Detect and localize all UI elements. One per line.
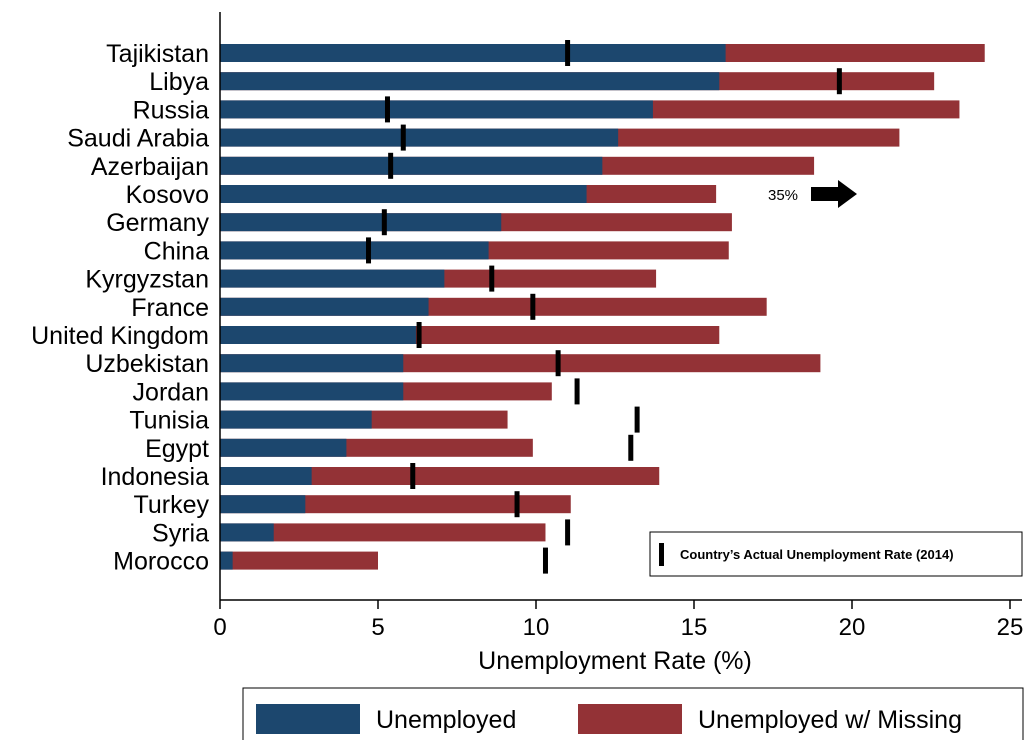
- legend: Unemployed Unemployed w/ Missing: [242, 687, 1024, 740]
- x-axis: 0 5 10 15 20 25 Unemployment Rate (%): [213, 12, 1023, 675]
- country-label-tunisia: Tunisia: [129, 407, 209, 435]
- actual-rate-markers: [366, 40, 842, 574]
- inset-legend: Country’s Actual Unemployment Rate (2014…: [649, 531, 1023, 577]
- country-label-united-kingdom: United Kingdom: [31, 322, 209, 350]
- legend-swatch-unemployed-missing: [578, 704, 682, 734]
- x-tick-label-15: 15: [681, 614, 708, 641]
- legend-label-unemployed-missing: Unemployed w/ Missing: [698, 706, 962, 734]
- country-label-kosovo: Kosovo: [126, 181, 209, 209]
- country-label-azerbaijan: Azerbaijan: [91, 153, 209, 181]
- actual-rate-marker-jordan: [574, 378, 580, 405]
- x-axis-title: Unemployment Rate (%): [478, 647, 752, 675]
- country-label-germany: Germany: [106, 209, 209, 237]
- right-arrow-icon: [811, 180, 857, 208]
- bar-unemployed-saudi-arabia: [220, 128, 619, 147]
- country-label-indonesia: Indonesia: [101, 463, 210, 491]
- actual-rate-marker-united-kingdom: [416, 322, 422, 348]
- bar-unemployed-kyrgyzstan: [220, 269, 445, 288]
- actual-rate-marker-kyrgyzstan: [489, 265, 495, 292]
- bar-missing-syria: [220, 523, 546, 542]
- actual-rate-marker-china: [366, 237, 372, 264]
- bar-unemployed-uzbekistan: [220, 354, 404, 373]
- country-label-uzbekistan: Uzbekistan: [85, 350, 209, 378]
- x-tick-label-5: 5: [371, 614, 384, 641]
- inset-legend-box: [649, 531, 1023, 577]
- kosovo-annotation: 35%: [768, 180, 857, 208]
- bar-unemployed-syria: [220, 523, 274, 542]
- bar-missing-morocco: [220, 551, 378, 570]
- country-label-tajikistan: Tajikistan: [106, 40, 209, 68]
- legend-swatch-unemployed: [256, 704, 360, 734]
- actual-rate-marker-syria: [565, 519, 571, 546]
- actual-rate-marker-saudi-arabia: [400, 124, 406, 151]
- bar-unemployed-united-kingdom: [220, 326, 416, 344]
- bar-unemployed-indonesia: [220, 467, 312, 485]
- actual-rate-marker-tajikistan: [565, 40, 571, 66]
- bar-unemployed-france: [220, 297, 429, 316]
- country-label-turkey: Turkey: [134, 491, 210, 519]
- actual-rate-marker-tunisia: [634, 406, 640, 433]
- bar-unemployed-germany: [220, 213, 502, 232]
- country-label-egypt: Egypt: [145, 435, 209, 463]
- actual-rate-marker-france: [530, 293, 536, 320]
- bar-missing-turkey: [220, 495, 571, 514]
- country-label-china: China: [144, 237, 209, 265]
- country-label-russia: Russia: [133, 96, 210, 124]
- bars-layer: [220, 44, 985, 570]
- country-label-saudi-arabia: Saudi Arabia: [67, 125, 209, 153]
- bar-unemployed-azerbaijan: [220, 156, 603, 175]
- bar-unemployed-libya: [220, 72, 720, 91]
- bar-unemployed-morocco: [220, 551, 233, 570]
- actual-rate-marker-turkey: [514, 491, 520, 518]
- x-tick-label-20: 20: [839, 614, 866, 641]
- actual-rate-marker-egypt: [628, 434, 634, 461]
- country-label-libya: Libya: [149, 68, 209, 96]
- bar-unemployed-china: [220, 241, 489, 260]
- actual-rate-marker-indonesia: [410, 463, 416, 489]
- actual-rate-marker-azerbaijan: [388, 152, 394, 179]
- bar-unemployed-russia: [220, 100, 653, 119]
- country-label-morocco: Morocco: [113, 548, 209, 576]
- x-tick-label-0: 0: [213, 614, 226, 641]
- bar-unemployed-turkey: [220, 495, 306, 514]
- bar-unemployed-jordan: [220, 382, 404, 401]
- annotation-label: 35%: [768, 187, 798, 204]
- bar-missing-indonesia: [220, 467, 660, 485]
- country-label-france: France: [131, 294, 209, 322]
- country-label-kyrgyzstan: Kyrgyzstan: [85, 266, 209, 294]
- actual-rate-marker-swatch: [659, 543, 664, 566]
- bar-unemployed-tunisia: [220, 410, 372, 429]
- bar-unemployed-tajikistan: [220, 44, 726, 62]
- inset-legend-label: Country’s Actual Unemployment Rate (2014…: [680, 547, 954, 562]
- country-label-syria: Syria: [152, 519, 209, 547]
- actual-rate-marker-libya: [836, 68, 842, 95]
- x-tick-label-10: 10: [523, 614, 550, 641]
- actual-rate-marker-germany: [381, 209, 387, 236]
- actual-rate-marker-russia: [384, 96, 390, 123]
- legend-label-unemployed: Unemployed: [376, 706, 516, 734]
- bar-unemployed-egypt: [220, 438, 347, 457]
- bar-unemployed-kosovo: [220, 185, 587, 203]
- x-tick-label-25: 25: [997, 614, 1024, 641]
- actual-rate-marker-uzbekistan: [555, 350, 561, 377]
- actual-rate-marker-morocco: [542, 547, 548, 574]
- country-label-jordan: Jordan: [133, 378, 209, 406]
